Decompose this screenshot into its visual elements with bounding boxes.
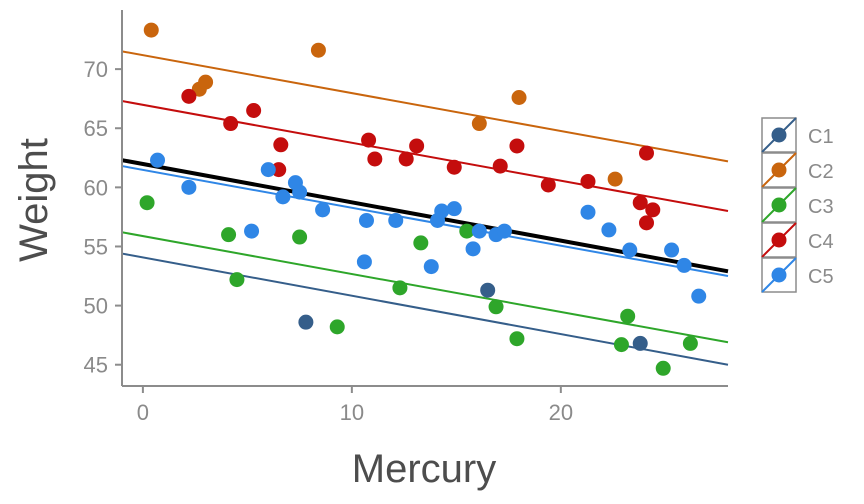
x-tick-label: 20 xyxy=(549,400,573,425)
legend-key-marker xyxy=(771,162,787,178)
point-c5 xyxy=(601,222,617,238)
axis-ticks: 45 50 55 60 65 70 0 10 20 xyxy=(84,57,574,425)
legend-label: C5 xyxy=(808,266,834,288)
legend-item-c5: C5 xyxy=(761,257,834,293)
y-tick-label: 50 xyxy=(84,294,108,319)
point-c5 xyxy=(388,212,404,228)
point-c5 xyxy=(423,259,439,275)
fit-line-c3 xyxy=(121,231,729,344)
point-c5 xyxy=(358,212,374,228)
point-c4 xyxy=(409,138,425,154)
point-c4 xyxy=(181,88,197,104)
point-c4 xyxy=(223,116,239,132)
point-c4 xyxy=(509,138,525,154)
point-c4 xyxy=(639,145,655,161)
y-axis-title: Weight xyxy=(12,138,56,262)
legend-label: C1 xyxy=(808,126,834,148)
legend-key-marker xyxy=(771,267,787,283)
legend-label: C2 xyxy=(808,161,834,183)
y-tick-label: 45 xyxy=(84,353,108,378)
point-c4 xyxy=(361,132,377,148)
point-c5 xyxy=(465,241,481,257)
point-c3 xyxy=(459,223,475,239)
legend-key-marker xyxy=(771,232,787,248)
y-tick-label: 60 xyxy=(84,175,108,200)
point-c3 xyxy=(613,337,629,353)
legend-item-c2: C2 xyxy=(761,152,834,188)
legend-label: C4 xyxy=(808,231,834,253)
point-c5 xyxy=(181,179,197,195)
point-c5 xyxy=(260,162,276,178)
point-c1 xyxy=(632,335,648,351)
point-c4 xyxy=(367,151,383,167)
point-c5 xyxy=(496,223,512,239)
legend-item-c3: C3 xyxy=(761,187,834,223)
point-c5 xyxy=(471,223,487,239)
point-c3 xyxy=(221,227,237,243)
point-c3 xyxy=(229,272,245,288)
point-c5 xyxy=(446,201,462,217)
point-c5 xyxy=(691,288,707,304)
legend-label: C3 xyxy=(808,196,834,218)
point-c5 xyxy=(244,223,260,239)
legend-key-marker xyxy=(771,197,787,213)
legend-item-c4: C4 xyxy=(761,222,834,258)
point-c3 xyxy=(329,319,345,335)
legend: C1 C2 C3 C4 C5 xyxy=(761,117,834,293)
x-tick-label: 10 xyxy=(340,400,364,425)
point-c4 xyxy=(639,215,655,231)
point-c5 xyxy=(676,257,692,273)
point-c3 xyxy=(488,299,504,315)
point-c4 xyxy=(492,158,508,174)
point-c5 xyxy=(315,202,331,218)
point-c2 xyxy=(198,74,214,90)
fit-line-c4 xyxy=(121,100,729,212)
point-c4 xyxy=(580,173,596,189)
point-c2 xyxy=(607,171,623,187)
point-c3 xyxy=(139,195,155,211)
legend-key-marker xyxy=(771,127,787,143)
point-c5 xyxy=(664,242,680,258)
point-c5 xyxy=(356,254,372,270)
x-tick-label: 0 xyxy=(137,400,149,425)
point-c4 xyxy=(398,151,414,167)
point-c1 xyxy=(480,282,496,298)
x-axis-title: Mercury xyxy=(352,447,496,491)
point-c3 xyxy=(413,235,429,251)
data-points xyxy=(139,22,707,376)
point-c5 xyxy=(434,203,450,219)
point-c5 xyxy=(150,152,166,168)
point-c5 xyxy=(580,204,596,220)
point-c3 xyxy=(292,229,308,245)
point-c3 xyxy=(682,335,698,351)
y-tick-label: 55 xyxy=(84,234,108,259)
point-c5 xyxy=(622,242,638,258)
y-tick-label: 65 xyxy=(84,116,108,141)
point-c4 xyxy=(540,177,556,193)
point-c4 xyxy=(271,162,287,178)
point-c4 xyxy=(246,103,262,119)
point-c3 xyxy=(655,360,671,376)
y-tick-label: 70 xyxy=(84,57,108,82)
overall-fit-line xyxy=(121,158,729,274)
point-c3 xyxy=(509,331,525,347)
point-c4 xyxy=(645,202,661,218)
point-c5 xyxy=(292,184,308,200)
point-c2 xyxy=(511,89,527,105)
point-c2 xyxy=(143,22,159,38)
point-c1 xyxy=(298,314,314,330)
point-c3 xyxy=(620,308,636,324)
point-c4 xyxy=(632,195,648,211)
fit-line-c5 xyxy=(121,165,729,278)
point-c2 xyxy=(310,42,326,58)
fit-line-c2 xyxy=(121,50,729,163)
point-c4 xyxy=(446,159,462,175)
point-c5 xyxy=(275,189,291,205)
legend-item-c1: C1 xyxy=(761,117,834,153)
point-c2 xyxy=(471,116,487,132)
point-c3 xyxy=(392,280,408,296)
axes xyxy=(121,10,728,387)
point-c4 xyxy=(273,137,289,153)
